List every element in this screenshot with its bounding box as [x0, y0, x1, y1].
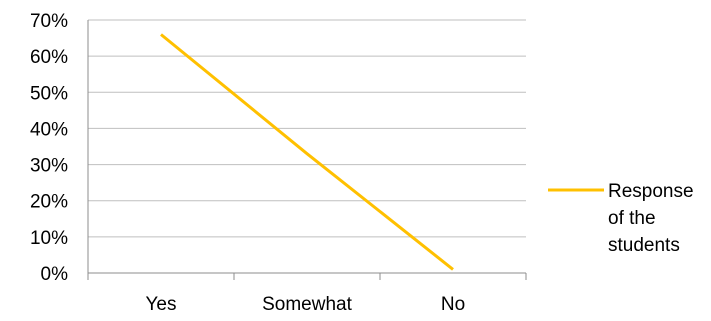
y-axis-tick-labels: 0% 10% 20% 30% 40% 50% 60% 70%	[30, 11, 68, 285]
y-tick-label: 0%	[41, 264, 69, 285]
legend-label: Response of the students	[608, 181, 694, 256]
y-tick-label: 70%	[30, 11, 68, 32]
y-tick-label: 40%	[30, 119, 68, 140]
legend: Response of the students	[548, 181, 694, 256]
x-tick-label: Somewhat	[262, 294, 352, 315]
gridlines	[88, 19, 526, 238]
y-tick-label: 50%	[30, 83, 68, 104]
series-lines	[160, 33, 454, 271]
x-tick-label: Yes	[146, 294, 177, 315]
y-tick-label: 60%	[30, 47, 68, 68]
x-tick-label: No	[441, 294, 465, 315]
x-axis-tick-labels: Yes Somewhat No	[146, 294, 466, 315]
series-line	[160, 33, 454, 271]
axes	[87, 20, 527, 280]
y-tick-label: 10%	[30, 228, 68, 249]
y-tick-label: 20%	[30, 192, 68, 213]
y-tick-label: 30%	[30, 156, 68, 177]
